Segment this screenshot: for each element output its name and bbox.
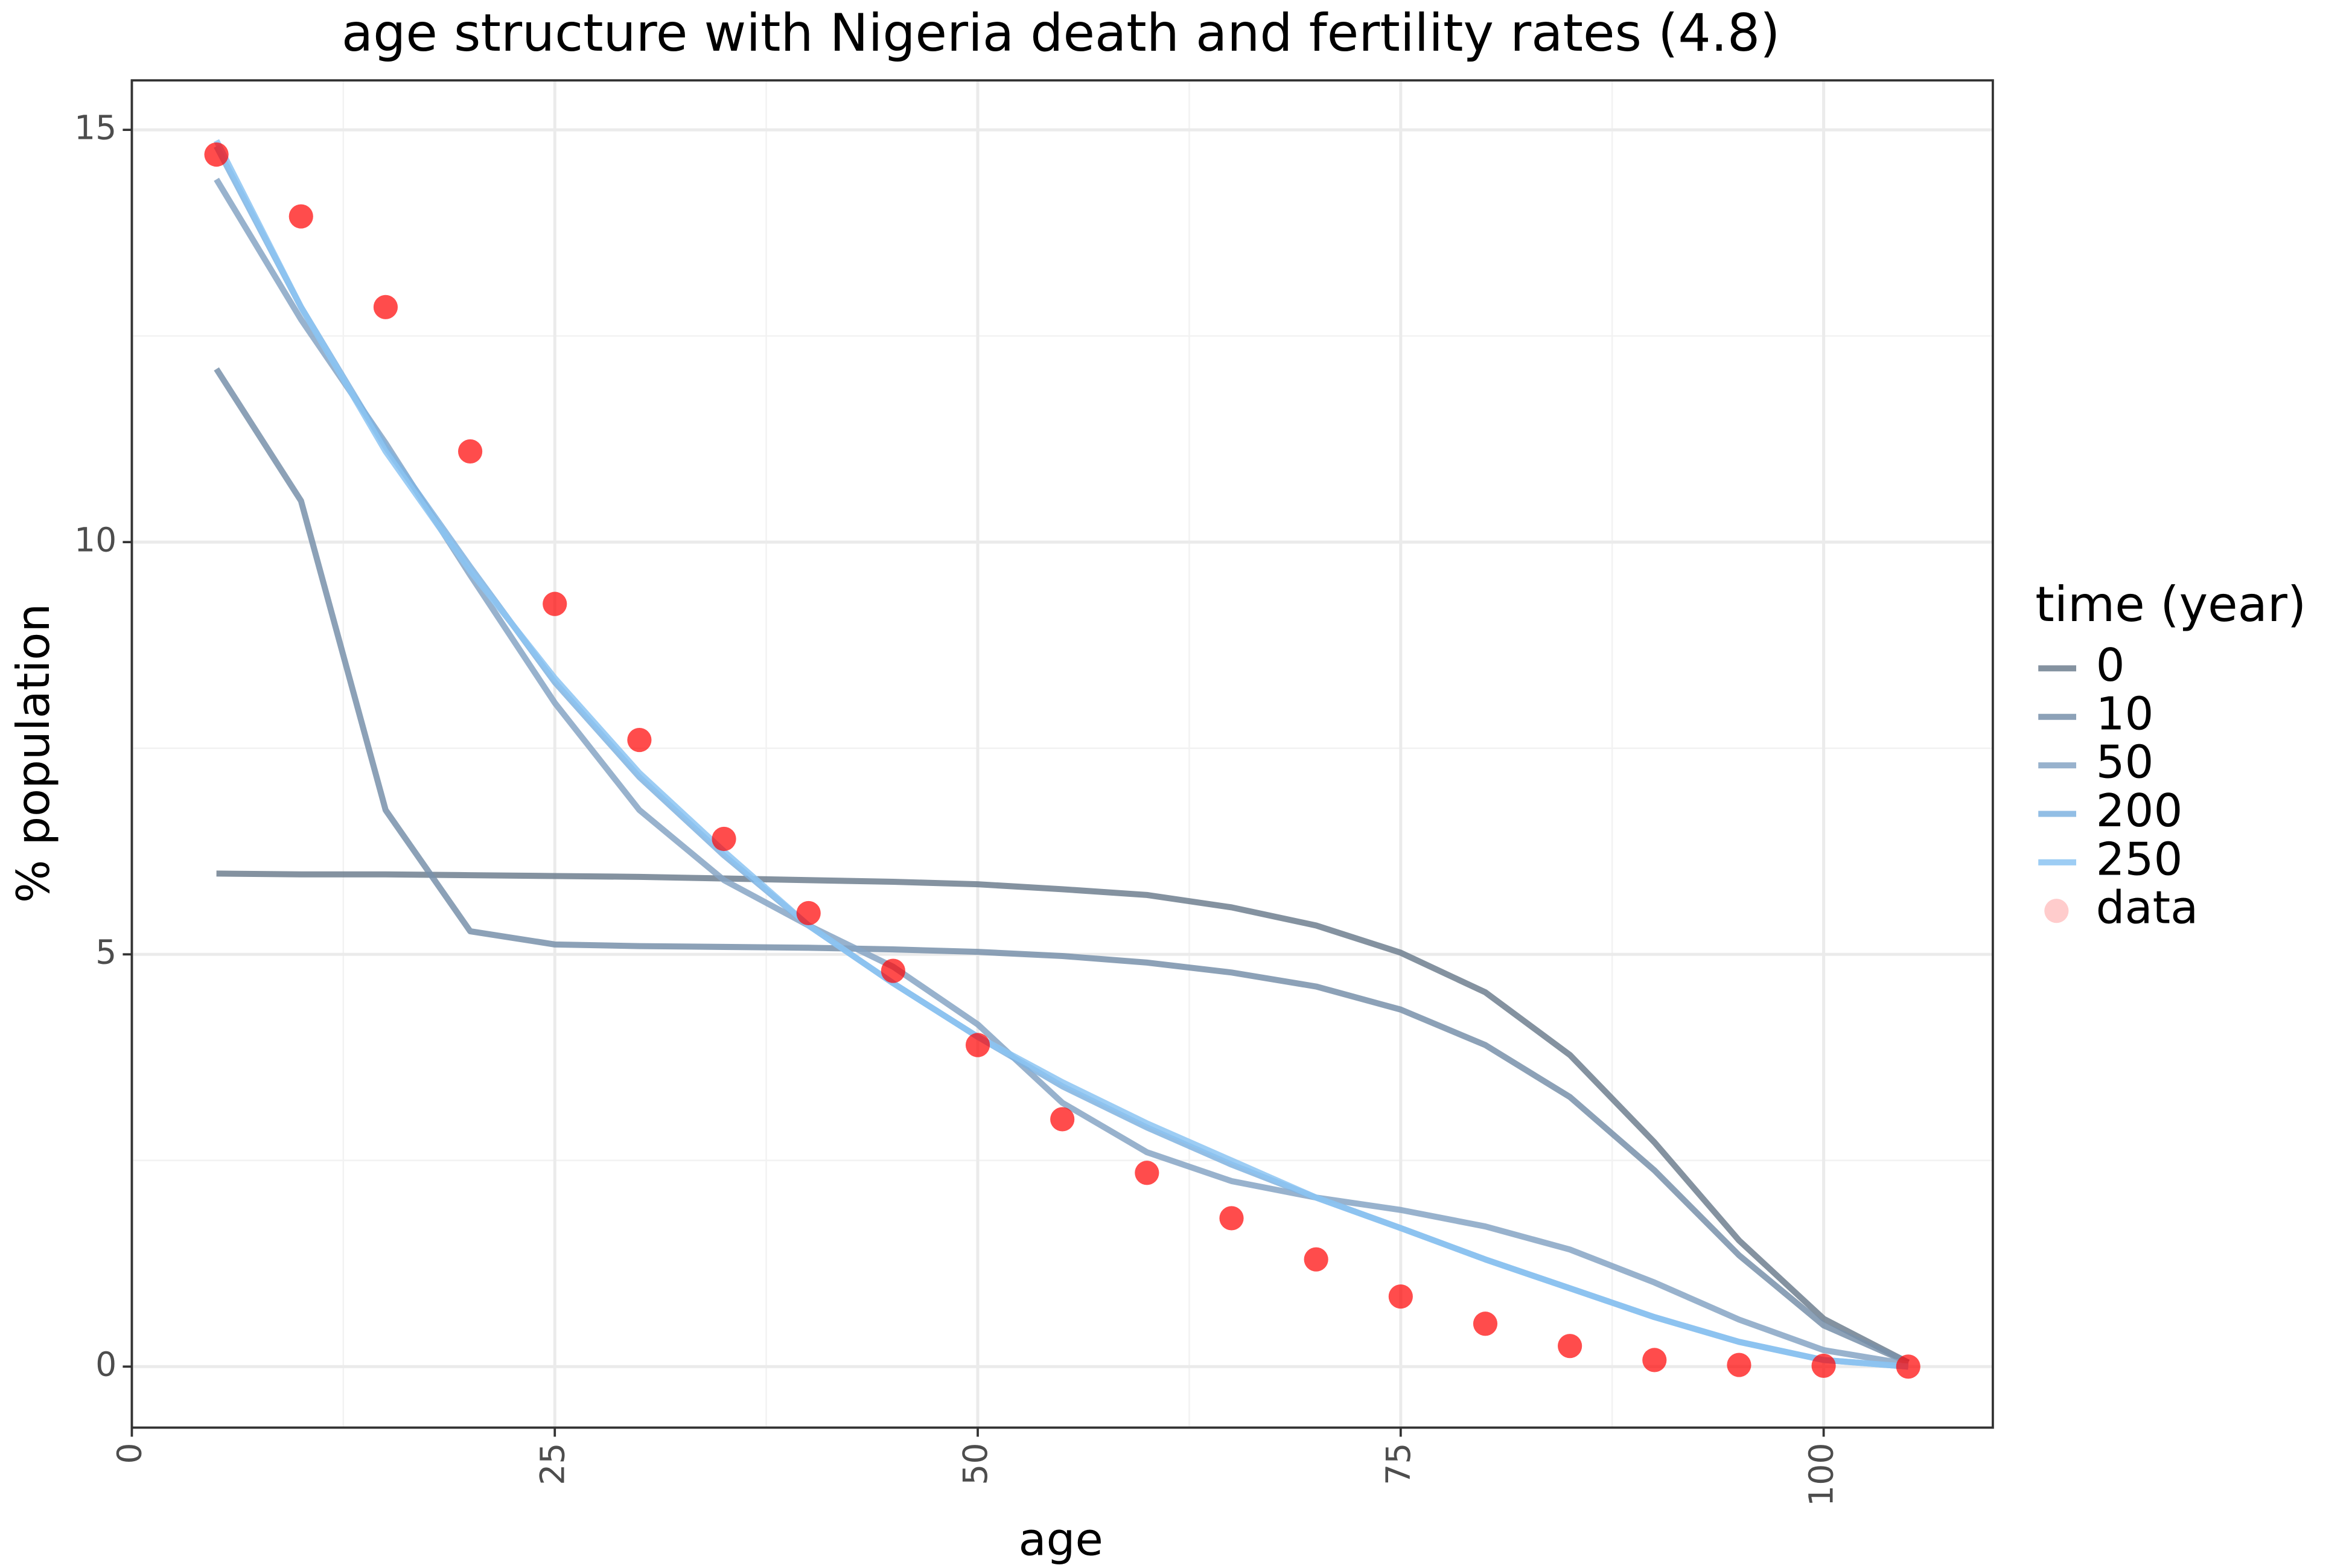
data-point: [1642, 1348, 1667, 1372]
data-point: [543, 591, 567, 616]
plot-background: [132, 80, 1993, 1428]
data-point: [1388, 1284, 1413, 1309]
data-point: [1135, 1161, 1159, 1185]
y-tick-label: 15: [74, 109, 116, 147]
x-tick-label: 75: [1380, 1443, 1418, 1485]
data-point: [965, 1033, 990, 1057]
x-tick-label: 100: [1803, 1443, 1841, 1506]
chart-title: age structure with Nigeria death and fer…: [342, 4, 1780, 63]
series-line: [214, 177, 1909, 1368]
data-point: [1304, 1247, 1328, 1272]
y-axis-title: % population: [7, 604, 60, 903]
data-point: [1473, 1311, 1498, 1336]
y-tick-label: 10: [74, 521, 116, 559]
legend-label: 10: [2096, 687, 2154, 740]
y-tick-label: 0: [95, 1345, 116, 1384]
data-point: [288, 204, 313, 229]
series-line: [214, 139, 1909, 1370]
data-point: [204, 142, 229, 167]
legend-title: time (year): [2035, 576, 2306, 633]
legend-label: 0: [2096, 639, 2125, 692]
y-tick-label: 5: [95, 933, 116, 972]
legend-label: data: [2096, 881, 2199, 934]
x-tick-label: 0: [111, 1443, 150, 1464]
data-point: [627, 727, 652, 753]
data-point: [1896, 1354, 1920, 1379]
series-line: [214, 367, 1910, 1366]
plot-border: [130, 79, 1994, 1429]
x-tick-label: 50: [957, 1443, 995, 1485]
legend-label: 250: [2096, 832, 2183, 885]
data-point: [1219, 1206, 1244, 1231]
data-point: [1811, 1353, 1836, 1378]
data-point: [457, 439, 483, 464]
data-point: [1558, 1334, 1582, 1359]
x-axis-title: age: [1019, 1513, 1103, 1566]
data-point: [1050, 1107, 1075, 1132]
data-point: [712, 826, 736, 852]
legend-key: [2044, 899, 2069, 923]
x-tick-label: 25: [534, 1443, 572, 1485]
data-point: [881, 958, 905, 983]
legend-label: 50: [2096, 736, 2154, 789]
legend-label: 200: [2096, 784, 2183, 837]
data-point: [796, 900, 821, 926]
data-point: [373, 295, 398, 319]
data-point: [1727, 1353, 1751, 1377]
series-line: [216, 870, 1910, 1365]
